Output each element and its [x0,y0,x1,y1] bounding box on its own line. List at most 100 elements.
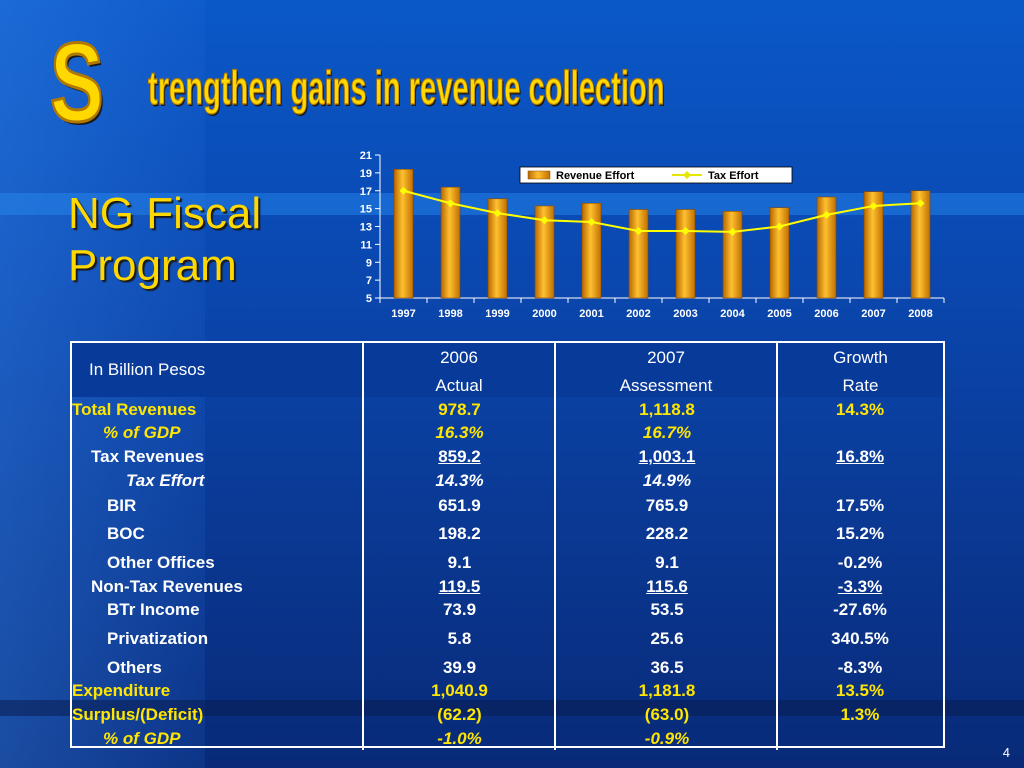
row-growth: 14.3% [835,400,885,419]
x-tick-label: 1999 [485,308,509,320]
row-value-2006: (62.2) [437,705,482,724]
table-row-boc: BOC 198.2 228.2 15.2% [72,523,943,545]
table-row-other-offices: Other Offices 9.1 9.1 -0.2% [72,552,943,574]
row-label: BIR [107,496,137,515]
y-tick-label: 11 [360,239,372,251]
table-row-others: Others 39.9 36.5 -8.3% [72,657,943,679]
row-growth: -0.2% [837,553,883,572]
row-value-2006: 14.3% [435,471,484,490]
row-value-2006: 859.2 [438,447,481,466]
legend-marker-tax-effort [683,171,691,179]
row-value-2007: 1,118.8 [639,400,695,419]
col-divider-3 [776,397,778,750]
section-heading: NG Fiscal Program [68,188,261,292]
point-tax-effort [446,199,455,208]
row-label: Total Revenues [72,400,197,419]
point-tax-effort [728,227,737,236]
x-tick-label: 2002 [626,308,650,320]
bar-revenue-effort [581,202,602,299]
header-label-text: In Billion Pesos [89,360,206,379]
row-value-2007: 25.6 [650,629,684,648]
row-value-2006: 651.9 [438,496,481,515]
row-value-2006: -1.0% [437,729,482,748]
row-label: Others [107,658,162,677]
y-tick-label: 13 [360,222,372,234]
heading-line-2: Program [68,241,237,290]
row-label: Other Offices [107,553,215,572]
table-row-tax-revenues: Tax Revenues 859.2 1,003.1 16.8% [72,446,943,468]
row-value-2006: 978.7 [438,400,481,419]
bar-revenue-effort [487,198,508,299]
row-label: % of GDP [103,729,181,748]
table-row-expenditure: Expenditure 1,040.9 1,181.8 13.5% [72,680,943,702]
y-tick-label: 19 [360,168,372,180]
row-value-2007: 115.6 [646,577,688,596]
point-tax-effort [493,209,502,218]
row-growth: 16.8% [835,447,885,466]
table-row-btr-income: BTr Income 73.9 53.5 -27.6% [72,599,943,621]
row-value-2007: 14.9% [642,471,692,490]
bar-revenue-effort [910,190,931,299]
row-growth: -27.6% [833,600,887,619]
row-growth: 340.5% [831,629,889,648]
point-tax-effort [681,226,690,235]
row-value-2007: 1,003.1 [638,447,696,466]
header-col1-line2: Actual [435,376,483,395]
col-divider-2 [554,397,556,750]
x-tick-label: 1998 [438,308,462,320]
slide-title: S trengthen gains in revenue collection [49,19,950,147]
table-row-total-revenues: Total Revenues 978.7 1,118.8 14.3% [72,399,943,421]
table-row-bir: BIR 651.9 765.9 17.5% [72,495,943,517]
x-tick-label: 2008 [908,308,932,320]
decorative-band-top [0,193,1024,215]
row-value-2007: 53.5 [650,600,684,619]
row-label: Tax Effort [126,471,205,490]
col-divider-1 [362,397,364,750]
bar-revenue-effort [440,186,461,299]
fiscal-program-table: In Billion Pesos 2006 Actual 2007 Assess… [70,341,945,750]
row-growth: 1.3% [840,705,880,724]
x-tick-label: 2000 [532,308,556,320]
bar-revenue-effort [393,168,414,299]
row-value-2006: 198.2 [438,524,481,543]
bar-revenue-effort [534,205,555,299]
legend-swatch-revenue-effort [527,170,551,180]
x-tick-label: 2003 [673,308,697,320]
row-growth: -3.3% [837,577,883,596]
row-label: BTr Income [107,600,200,619]
point-tax-effort [822,210,831,219]
x-tick-label: 1997 [391,308,415,320]
row-growth: 13.5% [835,681,885,700]
y-tick-label: 5 [366,293,372,305]
page-number: 4 [1002,745,1010,760]
row-value-2007: 765.9 [645,496,689,515]
row-label: Privatization [107,629,209,648]
row-value-2007: (63.0) [644,705,690,724]
bar-revenue-effort [769,207,790,299]
title-text: trengthen gains in revenue collection [148,60,665,114]
line-tax-effort [403,189,921,233]
row-value-2007: 228.2 [645,524,689,543]
row-label: % of GDP [103,423,181,442]
heading-line-1: NG Fiscal [68,189,262,238]
point-tax-effort [540,216,549,225]
bar-revenue-effort [628,209,649,299]
decorative-band-bottom [0,700,1024,716]
y-tick-label: 21 [360,150,372,162]
header-col3-line2: Rate [842,376,879,395]
row-value-2007: -0.9% [644,729,690,748]
header-col-2006: 2006 Actual [364,343,556,397]
y-tick-label: 7 [366,275,372,287]
row-value-2007: 1,181.8 [638,681,696,700]
x-tick-label: 2006 [814,308,838,320]
table-row-surplus-deficit: Surplus/(Deficit) (62.2) (63.0) 1.3% [72,704,943,726]
point-tax-effort [634,226,643,235]
point-tax-effort [869,201,878,210]
row-growth: -8.3% [837,658,883,677]
header-col1-line1: 2006 [440,348,478,367]
row-value-2006: 119.5 [438,577,481,596]
row-value-2006: 9.1 [447,553,472,572]
bar-revenue-effort [722,211,743,299]
legend-label-tax-effort: Tax Effort [708,170,759,182]
revenue-tax-effort-chart: 5 7 9 11 13 15 17 19 21 1997 1998 1999 2000 2001 2002 2… [360,150,945,320]
